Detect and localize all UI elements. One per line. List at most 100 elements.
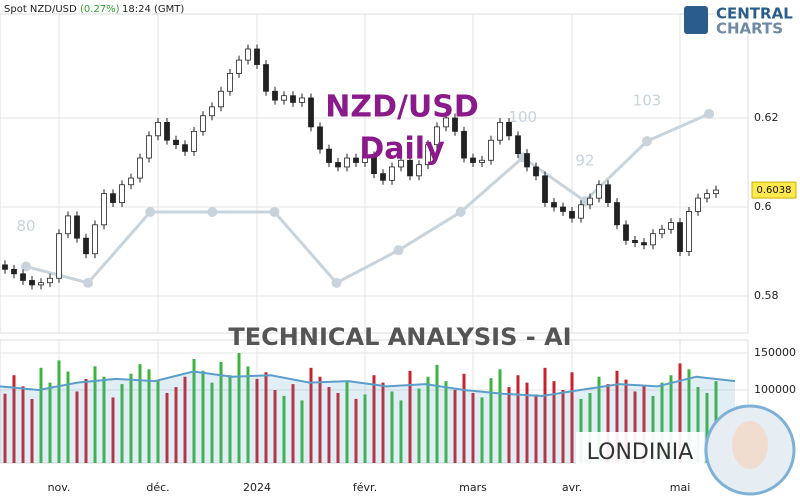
- banner: TECHNICAL ANALYSIS - AI: [228, 323, 571, 351]
- ai-point: [21, 261, 31, 272]
- candle-body: [470, 157, 476, 163]
- price-label-box: [751, 181, 797, 199]
- candle-body: [128, 177, 134, 186]
- candle-body: [452, 117, 458, 132]
- ai-label: 100: [508, 108, 537, 126]
- ai-label: 92: [575, 152, 594, 170]
- volume-bar: [336, 392, 340, 463]
- volume-bar: [66, 371, 70, 463]
- volume-bar: [633, 391, 637, 463]
- candle-body: [650, 233, 656, 246]
- x-tick-label: 2024: [243, 481, 271, 494]
- candle-body: [146, 135, 152, 159]
- volume-bar: [669, 375, 673, 463]
- ai-point: [642, 136, 652, 147]
- candle-body: [110, 193, 116, 203]
- volume-bar: [615, 370, 619, 463]
- avatar-face: [732, 421, 768, 469]
- ai-point: [145, 207, 156, 218]
- volume-line: [0, 370, 736, 397]
- volume-bar: [588, 392, 592, 463]
- volume-bar: [597, 376, 601, 463]
- volume-bar: [417, 388, 421, 463]
- volume-bar: [228, 375, 232, 463]
- x-tick-label: avr.: [562, 481, 582, 494]
- candle-body: [272, 90, 278, 101]
- candle-body: [668, 222, 674, 230]
- volume-bar: [21, 386, 25, 463]
- candle-body: [524, 153, 530, 168]
- volume-bar: [39, 367, 43, 463]
- volume-bar: [480, 397, 484, 463]
- candle-body: [137, 157, 143, 179]
- volume-bar: [660, 382, 664, 463]
- candle-body: [371, 155, 377, 175]
- candle-body: [308, 97, 314, 128]
- volume-bar: [219, 361, 223, 463]
- price-label: 0.6038: [757, 185, 792, 196]
- candle-body: [515, 135, 521, 154]
- volume-line-area: [0, 371, 735, 463]
- volume-bar: [93, 366, 97, 463]
- volume-bar: [534, 394, 538, 463]
- candle-body: [20, 273, 26, 281]
- candle-body: [281, 95, 287, 101]
- x-tick-label: déc.: [146, 481, 169, 494]
- volume-bar: [408, 370, 412, 463]
- candle-body: [11, 268, 17, 275]
- candle-body: [56, 233, 62, 279]
- candle-body: [434, 126, 440, 146]
- candle-body: [344, 157, 350, 168]
- y-tick-label: 0.62: [754, 111, 779, 124]
- volume-bar: [165, 392, 169, 463]
- ai-line: [25, 112, 710, 285]
- volume-bar: [372, 375, 376, 463]
- volume-bar: [642, 385, 646, 463]
- volume-bar: [273, 390, 277, 463]
- volume-bar: [579, 398, 583, 463]
- logo-icon: [684, 6, 708, 34]
- ai-point: [704, 108, 715, 119]
- x-tick-label: févr.: [353, 481, 377, 494]
- volume-bar: [516, 375, 520, 463]
- candle-body: [398, 159, 404, 168]
- volume-bar: [327, 387, 331, 463]
- candle-body: [245, 48, 251, 61]
- candle-body: [641, 242, 647, 246]
- brand: LONDINIA: [587, 440, 694, 465]
- candle-body: [551, 202, 557, 208]
- volume-bar: [453, 390, 457, 463]
- volume-bar: [174, 387, 178, 463]
- candle-body: [200, 115, 206, 132]
- y-tick-label: 0.58: [754, 289, 779, 302]
- candle-body: [254, 48, 260, 65]
- candle-body: [29, 280, 35, 286]
- candle-body: [461, 130, 467, 159]
- candle-body: [326, 148, 332, 163]
- candle-body: [605, 184, 611, 203]
- volume-bar: [12, 375, 16, 463]
- candle-body: [38, 282, 44, 286]
- header-symbol: Spot NZD/USD: [4, 4, 77, 15]
- volume-bar: [624, 379, 628, 463]
- candle-body: [416, 164, 422, 177]
- y-tick-label: 100000: [754, 383, 796, 396]
- volume-bar: [426, 376, 430, 463]
- candle-body: [191, 130, 197, 152]
- candle-body: [92, 224, 98, 255]
- volume-bar: [111, 397, 115, 463]
- volume-bar: [363, 394, 367, 463]
- volume-bar: [471, 392, 475, 463]
- volume-bar: [255, 378, 259, 463]
- candle-body: [335, 162, 341, 168]
- x-tick-label: mars: [459, 481, 487, 494]
- candle-body: [677, 222, 683, 252]
- candle-body: [209, 106, 215, 117]
- volume-bar: [381, 382, 385, 463]
- candle-body: [2, 264, 8, 270]
- candle-body: [317, 126, 323, 150]
- volume-bar: [309, 367, 313, 463]
- candle-body: [704, 193, 710, 199]
- volume-bar: [102, 376, 106, 463]
